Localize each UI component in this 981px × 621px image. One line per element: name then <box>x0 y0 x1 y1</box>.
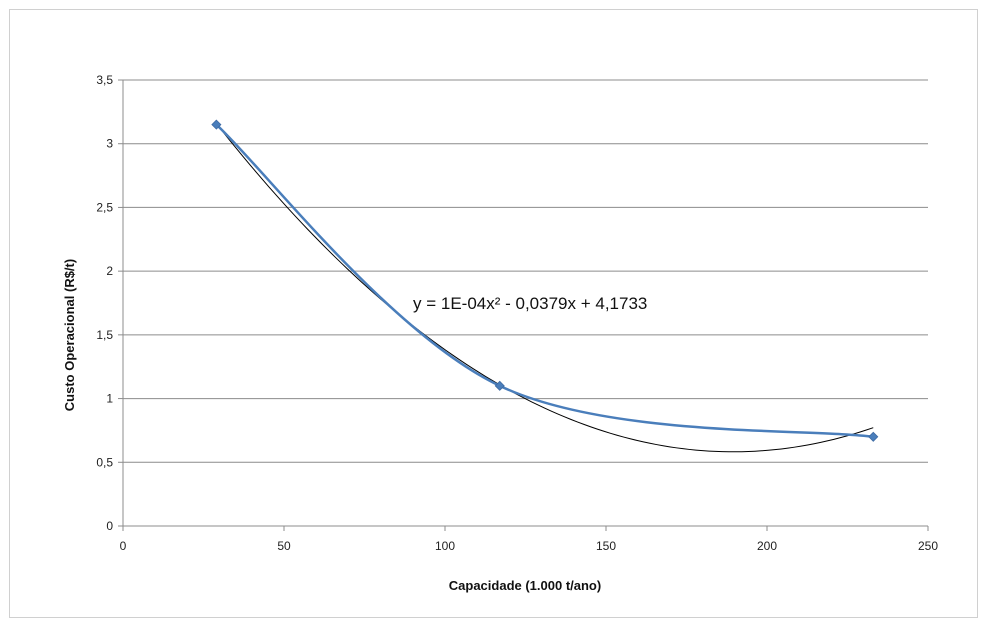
y-tick-label: 1 <box>106 392 113 406</box>
x-tick-label: 0 <box>120 539 127 553</box>
series-layer <box>215 123 875 439</box>
y-tick-label: 2 <box>106 264 113 278</box>
data-point-2 <box>868 431 879 442</box>
x-tick-labels: 0 50 100 150 200 250 <box>120 539 939 553</box>
data-points <box>211 119 879 442</box>
y-tick-labels: 0 0,5 1 1,5 2 2,5 3 3,5 <box>96 73 113 533</box>
series-line <box>215 123 875 439</box>
chart-area <box>9 9 978 618</box>
x-tick-label: 100 <box>435 539 455 553</box>
gridlines <box>123 79 928 463</box>
x-tick-label: 250 <box>918 539 938 553</box>
axes <box>118 79 929 531</box>
trendline-equation: y = 1E-04x² - 0,0379x + 4,1733 <box>413 294 647 313</box>
x-tick-label: 150 <box>596 539 616 553</box>
y-tick-label: 0 <box>106 519 113 533</box>
data-point-1 <box>494 380 505 391</box>
x-axis-title: Capacidade (1.000 t/ano) <box>449 578 601 593</box>
x-tick-label: 50 <box>277 539 291 553</box>
trendline <box>215 123 874 453</box>
y-tick-label: 3 <box>106 137 113 151</box>
y-tick-label: 0,5 <box>96 455 113 469</box>
x-tick-label: 200 <box>757 539 777 553</box>
y-tick-label: 2,5 <box>96 200 113 214</box>
y-tick-label: 3,5 <box>96 73 113 87</box>
y-axis-title: Custo Operacional (R$/t) <box>62 259 77 411</box>
y-tick-label: 1,5 <box>96 328 113 342</box>
data-point-0 <box>211 119 222 130</box>
trendline-layer <box>215 123 874 453</box>
